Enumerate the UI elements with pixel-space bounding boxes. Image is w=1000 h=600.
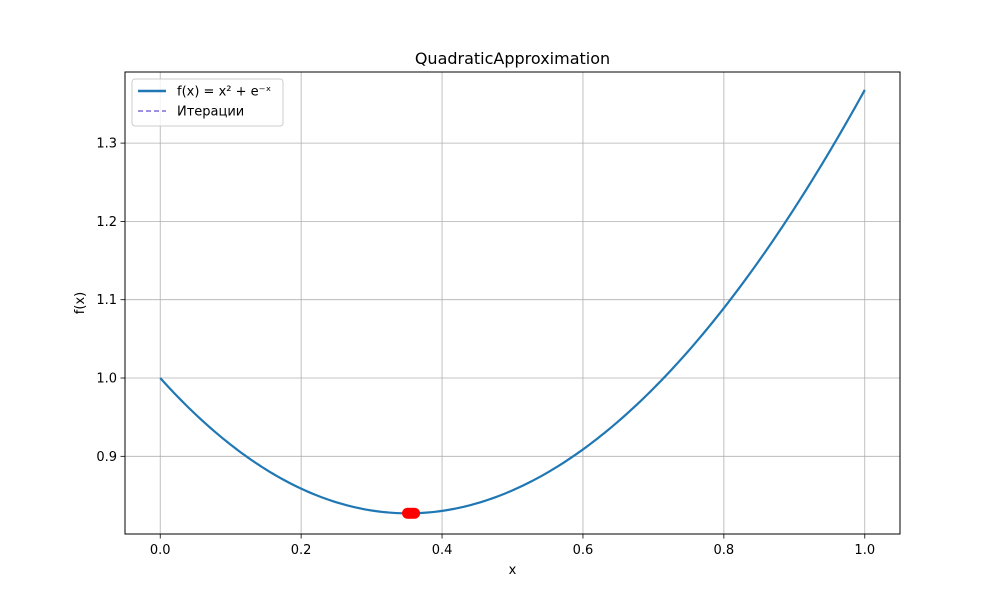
x-axis-label: x bbox=[509, 563, 517, 578]
legend-label-function: f(x) = x² + e⁻ˣ bbox=[177, 85, 271, 100]
y-tick-label: 1.3 bbox=[96, 137, 117, 152]
function-curve bbox=[159, 89, 866, 515]
legend-box bbox=[131, 78, 284, 127]
plot-area bbox=[159, 89, 866, 519]
iteration-point bbox=[409, 507, 421, 519]
chart-title: QuadraticApproximation bbox=[415, 49, 610, 68]
plot-frame bbox=[124, 71, 901, 535]
axes-ticks: 0.0 0.2 0.4 0.6 0.8 1.0 0.9 1.0 1.1 1.2 1.3 bbox=[96, 137, 875, 558]
x-tick-label: 0.2 bbox=[291, 543, 312, 558]
legend-label-iterations: Итерации bbox=[177, 105, 244, 120]
y-tick-label: 1.2 bbox=[96, 215, 117, 230]
x-tick-label: 0.4 bbox=[432, 543, 453, 558]
y-axis-label: f(x) bbox=[73, 292, 88, 314]
x-tick-label: 1.0 bbox=[854, 543, 875, 558]
y-tick-label: 0.9 bbox=[96, 450, 117, 465]
y-tick-label: 1.0 bbox=[96, 372, 117, 387]
y-tick-label: 1.1 bbox=[96, 293, 117, 308]
x-tick-label: 0.0 bbox=[150, 543, 171, 558]
legend: f(x) = x² + e⁻ˣ Итерации bbox=[131, 78, 284, 127]
grid bbox=[125, 72, 900, 534]
x-tick-label: 0.8 bbox=[714, 543, 735, 558]
x-tick-label: 0.6 bbox=[573, 543, 594, 558]
